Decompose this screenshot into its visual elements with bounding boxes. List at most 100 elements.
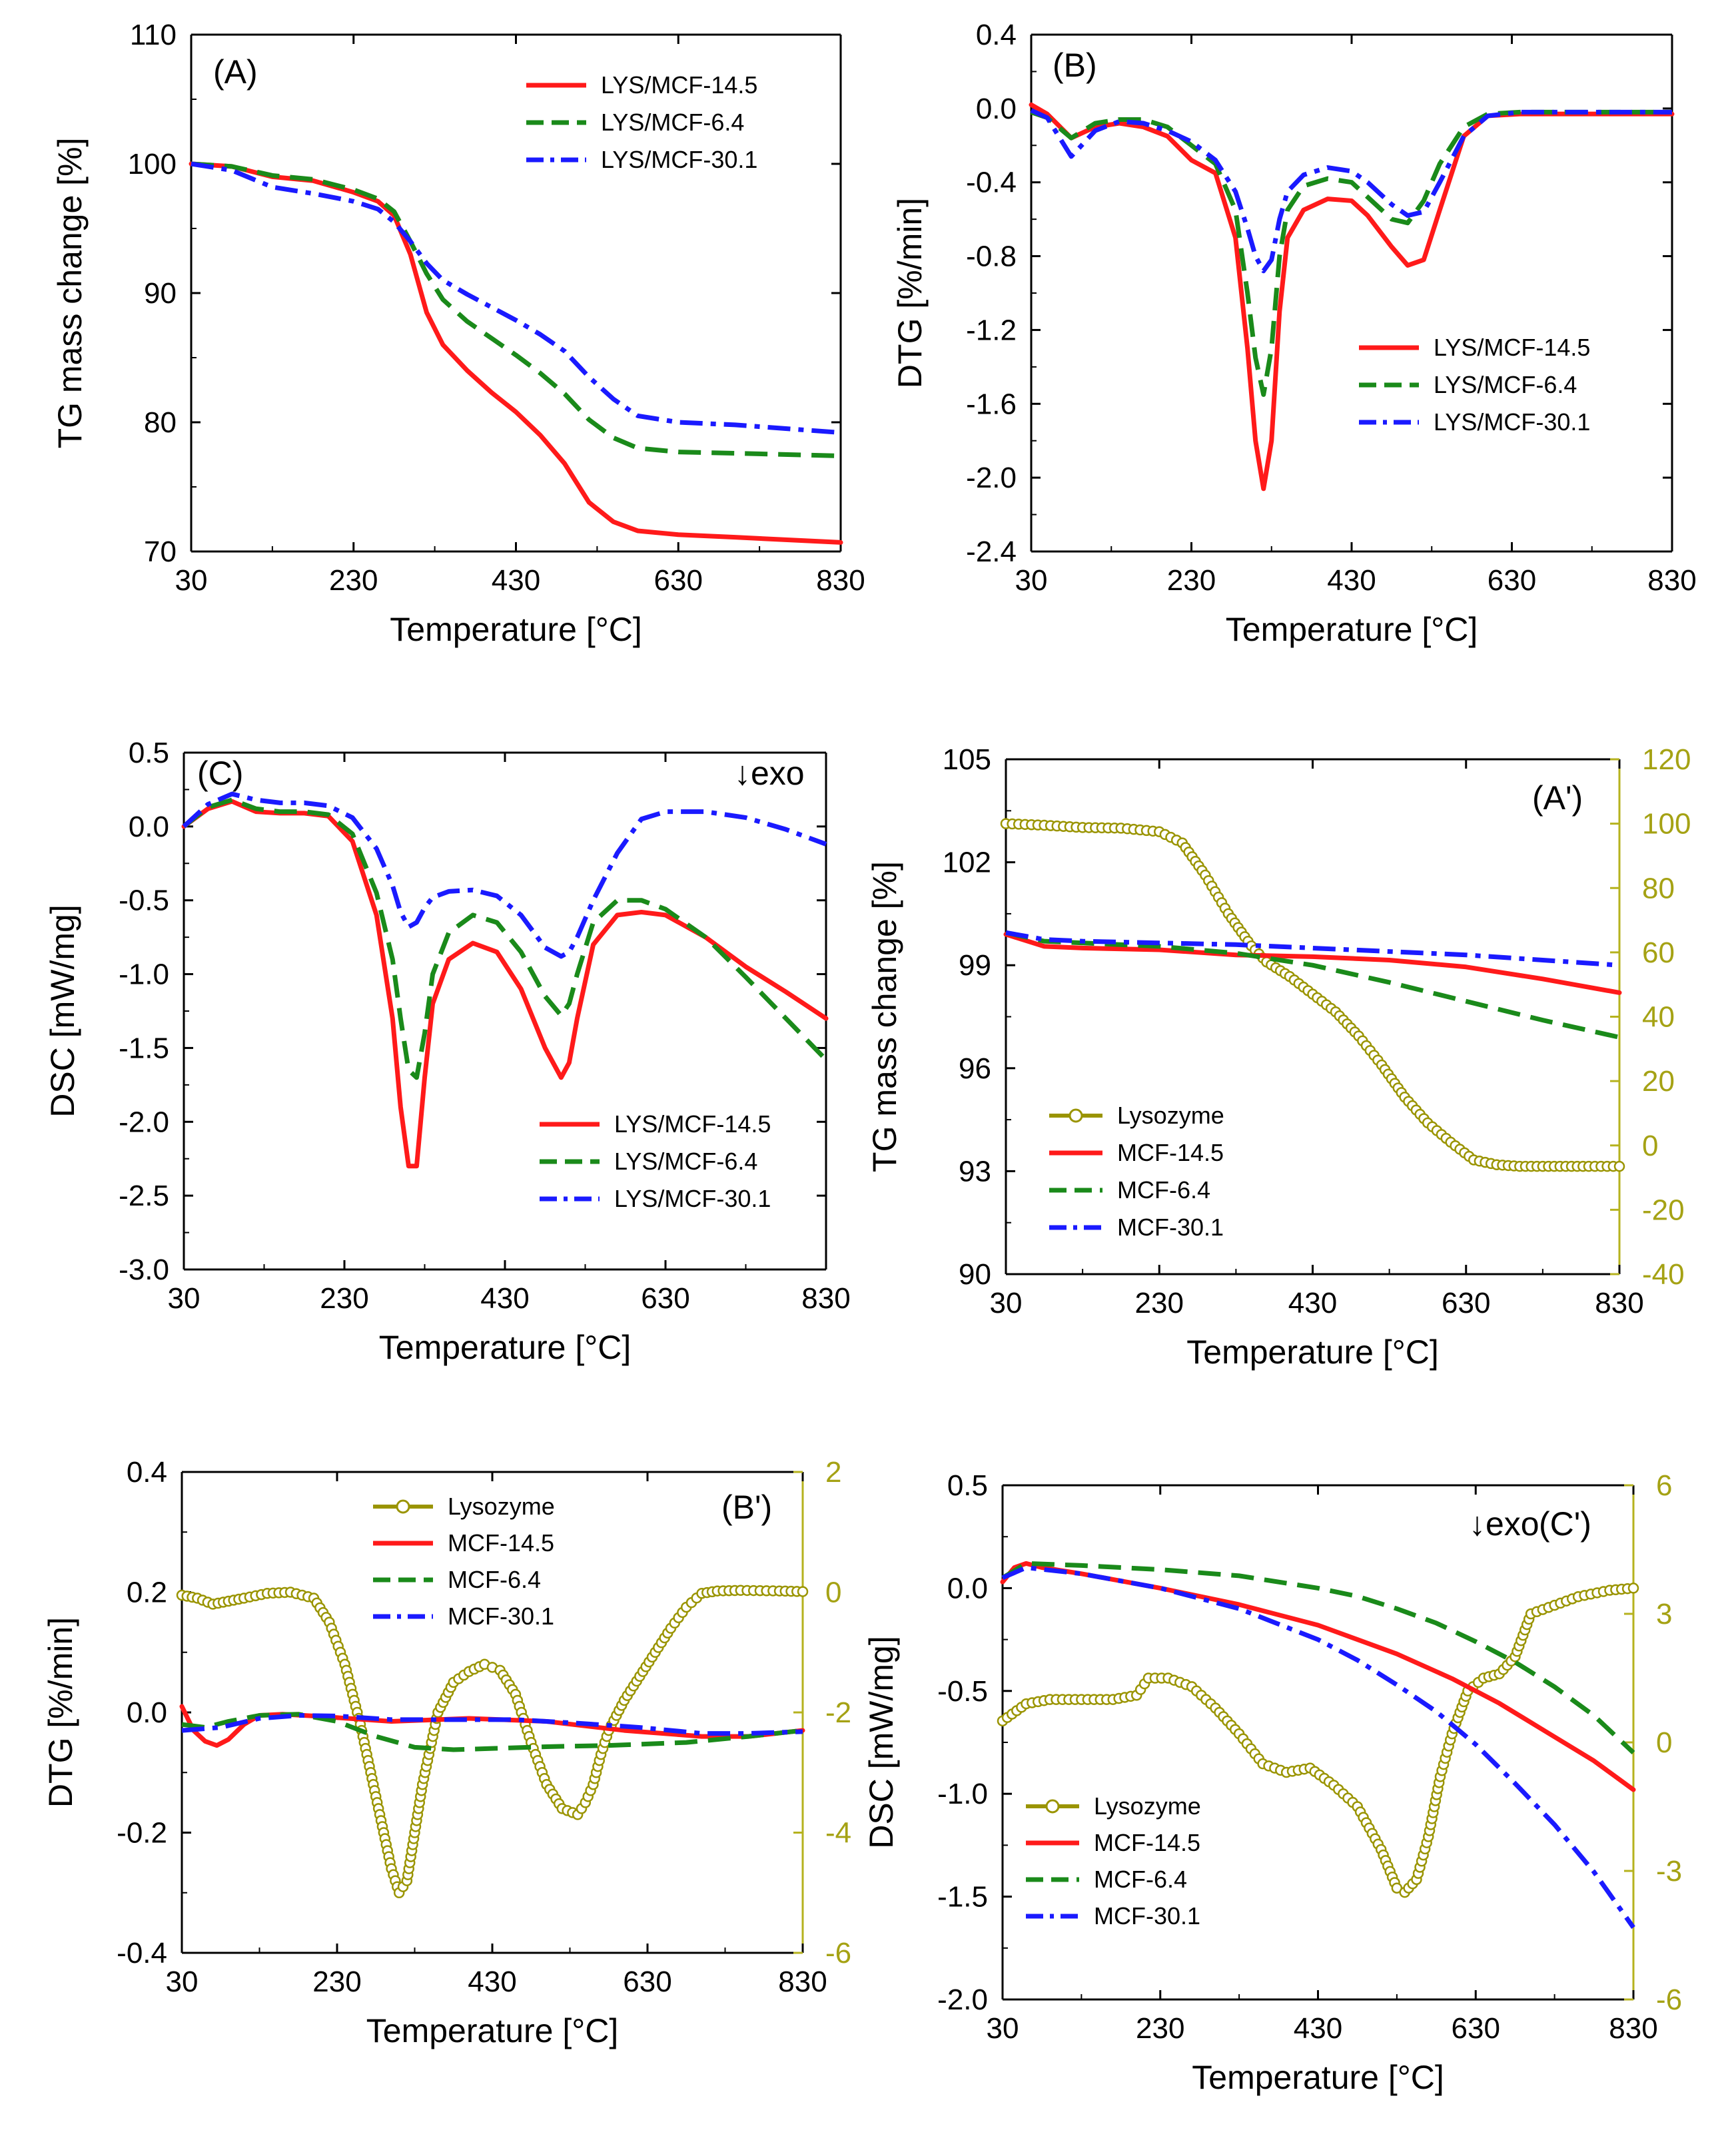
series-line-mcf-6-4 (1005, 930, 1620, 1040)
legend-entry: MCF-14.5 (373, 1529, 554, 1557)
series-line-lys-mcf-6-4 (191, 161, 841, 458)
y-tick-label: -0.4 (117, 1937, 167, 1969)
legend-label: MCF-30.1 (448, 1603, 554, 1630)
y-tick-label: -0.5 (937, 1675, 988, 1708)
x-axis-title: Temperature [°C] (1192, 2059, 1444, 2096)
legend-label: MCF-30.1 (1117, 1214, 1224, 1241)
y-tick-label: -0.4 (966, 167, 1017, 199)
legend-entry: LYS/MCF-6.4 (540, 1148, 757, 1175)
y-tick-label: 0.0 (129, 811, 169, 843)
legend-label: MCF-30.1 (1094, 1902, 1200, 1930)
series-line-lys-mcf-30-1 (1030, 108, 1672, 274)
x-tick-label: 430 (480, 1282, 529, 1315)
y-tick-label: 93 (959, 1155, 991, 1188)
y-tick-label: 110 (130, 19, 177, 51)
y-tick-label: 100 (128, 148, 177, 180)
chart-panel-C: 30 230 430 630 830 -3.0 -2.5 -2.0 -1.5 -1.0 -0.5 0.… (44, 737, 851, 1366)
x-axis-title: Temperature [°C] (1186, 1333, 1438, 1371)
y-tick-label: 80 (144, 406, 177, 439)
legend-label: LYS/MCF-30.1 (1434, 408, 1590, 436)
y-tick-label: 105 (943, 743, 991, 776)
legend-entry: MCF-6.4 (1049, 1176, 1210, 1204)
exo-annotation: ↓exo (1469, 1505, 1539, 1543)
y-tick-label: -1.0 (937, 1778, 988, 1810)
y-tick-label: -0.5 (119, 885, 169, 917)
legend-entry: MCF-14.5 (1049, 1139, 1224, 1166)
y-right-tick-label: 120 (1642, 743, 1691, 776)
legend-entry: MCF-30.1 (373, 1603, 554, 1630)
series-line-mcf-14-5 (1003, 932, 1622, 995)
legend-entry: MCF-30.1 (1049, 1214, 1224, 1241)
x-tick-label: 630 (1488, 564, 1536, 597)
y-axis-title: DSC [mW/mg] (863, 1636, 900, 1848)
y-right-tick-label: 6 (1656, 1469, 1672, 1502)
legend-swatch-marker (1045, 1799, 1060, 1814)
series-line-mcf-30-1 (1005, 930, 1620, 968)
x-tick-label: 230 (312, 1965, 361, 1998)
y-tick-label: 0.2 (127, 1577, 167, 1609)
exo-annotation: ↓exo (734, 755, 805, 792)
x-tick-label: 830 (801, 1282, 850, 1315)
y-tick-label: 0.0 (947, 1572, 988, 1605)
legend-entry: LYS/MCF-30.1 (526, 146, 757, 173)
y-tick-label: -1.2 (966, 314, 1017, 346)
x-axis-title: Temperature [°C] (390, 611, 642, 648)
y-tick-label: 0.0 (976, 93, 1017, 125)
y-axis-title: DSC [mW/mg] (44, 904, 81, 1117)
y-right-tick-label: -20 (1642, 1194, 1685, 1226)
y-tick-label: 0.4 (976, 19, 1017, 51)
legend-label: Lysozyme (448, 1493, 555, 1520)
x-tick-label: 630 (1442, 1287, 1490, 1319)
series-line-mcf-14-5 (1000, 1561, 1636, 1792)
y-right-tick-label: 40 (1642, 1001, 1675, 1034)
chart-panel-B: 30 230 430 630 830 -2.4 -2.0 -1.6 -1.2 -0.8 -0.4 0.… (891, 19, 1697, 648)
series-line-mcf-6-4 (181, 1712, 803, 1752)
legend-swatch-marker (396, 1499, 410, 1514)
y-right-tick-label: 60 (1642, 936, 1675, 969)
y-right-tick-label: 3 (1656, 1598, 1672, 1630)
legend-label: MCF-6.4 (448, 1566, 541, 1593)
legend-entry: Lysozyme (1026, 1792, 1201, 1820)
y-tick-label: -2.4 (966, 536, 1017, 568)
y-tick-label: -2.5 (119, 1180, 169, 1212)
series-line-mcf-30-1 (181, 1713, 803, 1736)
panel-label: (B) (1053, 47, 1097, 84)
chart-panel-A: 30 230 430 630 830 70 80 90 100 110 Temperature [°… (51, 19, 865, 648)
y-tick-label: 90 (959, 1258, 991, 1291)
y-tick-label: -1.0 (119, 958, 169, 991)
series-line-lys-mcf-6-4 (1030, 109, 1672, 397)
x-tick-label: 30 (1015, 564, 1048, 597)
y-tick-label: 0.0 (127, 1696, 167, 1729)
y-axis-title: DTG [%/min] (42, 1617, 79, 1808)
x-tick-label: 630 (654, 564, 703, 597)
legend-entry: LYS/MCF-6.4 (1359, 371, 1577, 398)
x-axis-title: Temperature [°C] (379, 1329, 631, 1366)
legend-label: LYS/MCF-6.4 (601, 109, 744, 136)
data-point-lysozyme (797, 1586, 809, 1597)
x-tick-label: 30 (990, 1287, 1023, 1319)
legend-label: MCF-14.5 (448, 1529, 554, 1557)
y-right-tick-label: 0 (1642, 1130, 1658, 1162)
y-right-tick-label: 20 (1642, 1065, 1675, 1098)
chart-panel-Aprime: 30 230 430 630 830 90 93 96 99 102 105 -40 -20 0 20 40 6… (866, 743, 1691, 1371)
y-tick-label: -0.8 (966, 240, 1017, 273)
legend-entry: Lysozyme (373, 1493, 555, 1520)
legend-label: LYS/MCF-6.4 (614, 1148, 757, 1175)
legend-label: LYS/MCF-14.5 (1434, 334, 1590, 361)
legend-label: MCF-6.4 (1094, 1866, 1187, 1893)
panel-label: (A) (213, 53, 258, 91)
y-right-tick-label: -3 (1656, 1855, 1682, 1888)
legend-entry: LYS/MCF-14.5 (526, 71, 757, 99)
legend-label: MCF-6.4 (1117, 1176, 1210, 1204)
legend-label: LYS/MCF-30.1 (601, 146, 757, 173)
legend-entry: MCF-6.4 (1026, 1866, 1187, 1893)
legend-label: Lysozyme (1117, 1102, 1224, 1129)
series-line-lys-mcf-30-1 (191, 161, 841, 436)
series-lysozyme-markers (176, 1585, 809, 1898)
series-line-lys-mcf-14-5 (1029, 102, 1675, 492)
series-line-lys-mcf-6-4 (182, 797, 828, 1080)
y-tick-label: 0.5 (947, 1469, 988, 1502)
x-tick-label: 830 (778, 1965, 827, 1998)
y-tick-label: 70 (144, 536, 177, 568)
